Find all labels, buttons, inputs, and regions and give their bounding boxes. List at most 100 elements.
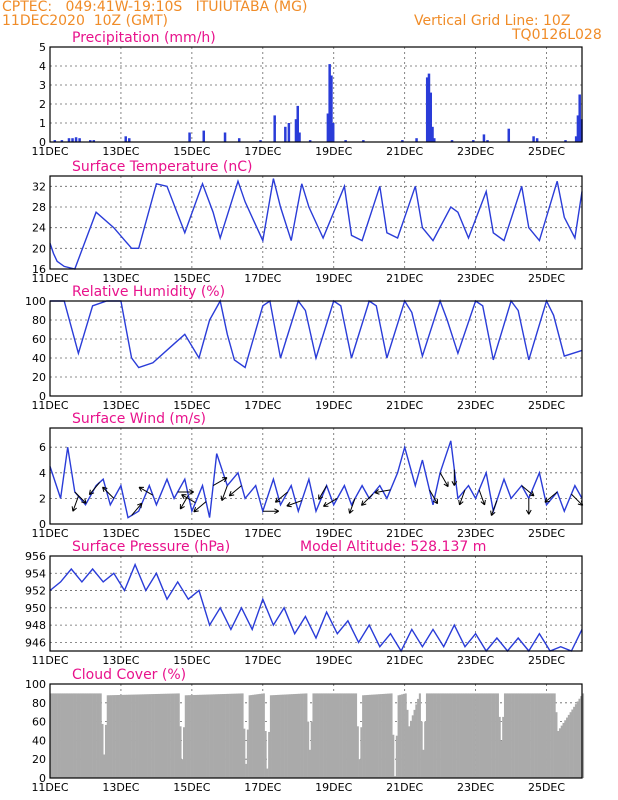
- cloud-cloud-col: [347, 693, 350, 778]
- wind-arrow: [318, 485, 328, 500]
- cloud-cloud-col: [582, 693, 585, 778]
- cloud-cloud-col: [62, 693, 65, 778]
- temp-xtick: 15DEC: [173, 272, 210, 285]
- cloud-cloud-col: [449, 693, 452, 778]
- cloud-cloud-col: [505, 693, 508, 778]
- cloud-cloud-col: [576, 701, 579, 778]
- wind-series-line: [49, 440, 583, 519]
- cloud-cloud-col: [103, 754, 106, 778]
- precip-bar: [296, 105, 299, 142]
- cloud-cloud-col: [284, 694, 287, 778]
- wind-arrow: [228, 485, 242, 497]
- cloud-cloud-col: [548, 693, 551, 778]
- cloud-cloud-col: [351, 693, 354, 778]
- precip-ytick: 5: [39, 41, 46, 54]
- cloud-cloud-col: [480, 693, 483, 778]
- cloud-cloud-col: [163, 693, 166, 778]
- cloud-cloud-col: [362, 695, 365, 778]
- cloud-cloud-col: [399, 694, 402, 778]
- cloud-cloud-col: [390, 693, 393, 778]
- pres-ytick: 956: [25, 550, 46, 563]
- temp-series-line: [49, 178, 583, 270]
- cloud-cloud-col: [60, 693, 63, 778]
- precip-bar: [401, 140, 404, 142]
- precip-bar: [284, 126, 287, 142]
- cloud-cloud-col: [74, 693, 77, 778]
- cloud-cloud-col: [262, 693, 265, 778]
- cloud-cloud-col: [486, 693, 489, 778]
- cloud-cloud-col: [488, 693, 491, 778]
- cloud-cloud-col: [498, 716, 501, 778]
- cloud-cloud-col: [181, 759, 184, 778]
- rh-series-line: [50, 298, 583, 369]
- wind-arrow: [193, 501, 207, 513]
- cloud-cloud-col: [355, 693, 358, 778]
- wind-arrow: [71, 496, 79, 512]
- cloud-cloud-col: [550, 693, 553, 778]
- precip-bar: [415, 138, 418, 142]
- cloud-cloud-col: [314, 693, 317, 778]
- cloud-cloud-col: [521, 693, 524, 778]
- cloud-cloud-col: [331, 693, 335, 778]
- rh-ytick: 80: [32, 314, 46, 327]
- precip-xtick: 13DEC: [102, 145, 139, 158]
- cloud-cloud-col: [287, 694, 290, 778]
- wind-arrow: [348, 498, 356, 514]
- cloud-cloud-col: [507, 693, 510, 778]
- cloud-cloud-col: [491, 693, 494, 778]
- precip-bar: [362, 140, 365, 142]
- cloud-cloud-col: [101, 723, 104, 778]
- cloud-cloud-col: [518, 693, 521, 778]
- precip-ytick: 0: [39, 136, 46, 149]
- wind-xtick: 25DEC: [528, 527, 565, 540]
- cloud-cloud-col: [259, 693, 262, 778]
- header-line1: CPTEC: 049:41W-19:10S ITUIUTABA (MG): [2, 0, 308, 15]
- cloud-cloud-col: [541, 693, 544, 778]
- cloud-cloud-col: [569, 712, 572, 778]
- cloud-cloud-col: [112, 695, 115, 778]
- wind-title: Surface Wind (m/s): [72, 411, 206, 427]
- precip-bar: [237, 138, 241, 142]
- cloud-cloud-col: [89, 693, 92, 778]
- cloud-cloud-col: [415, 704, 418, 778]
- cloud-cloud-col: [525, 693, 528, 778]
- cloud-cloud-col: [83, 693, 86, 778]
- precip-bar: [472, 140, 475, 142]
- cloud-cloud-col: [303, 693, 306, 778]
- cloud-cloud-col: [220, 694, 223, 778]
- cloud-cloud-col: [319, 693, 322, 778]
- cloud-cloud-col: [441, 693, 444, 778]
- cloud-cloud-col: [193, 694, 196, 778]
- cloud-cloud-col: [330, 693, 333, 778]
- precip-xtick: 23DEC: [457, 145, 494, 158]
- cloud-cloud-col: [323, 693, 326, 778]
- cloud-cloud-col: [340, 693, 343, 778]
- cloud-cloud-col: [409, 720, 413, 778]
- wind-xtick: 19DEC: [315, 527, 352, 540]
- cloud-cloud-col: [344, 693, 347, 778]
- cloud-cloud-col: [222, 694, 225, 778]
- precip-bar: [326, 113, 330, 142]
- cloud-cloud-col: [292, 694, 296, 778]
- cloud-cloud-col: [211, 694, 214, 778]
- cloud-cloud-col: [76, 693, 79, 778]
- cloud-cloud-col: [461, 693, 464, 778]
- cloud-cloud-col: [266, 768, 269, 778]
- precip-bar: [78, 138, 81, 142]
- cloud-xtick: 25DEC: [528, 781, 565, 794]
- cloud-cloud-col: [514, 693, 517, 778]
- wind-arrow: [262, 508, 280, 515]
- cloud-cloud-col: [376, 694, 379, 778]
- cloud-cloud-col: [142, 694, 145, 778]
- cloud-cloud-col: [402, 693, 405, 778]
- wind-arrow: [322, 497, 338, 507]
- cloud-cloud-col: [534, 693, 537, 778]
- cloud-cloud-col: [530, 693, 533, 778]
- cloud-cloud-col: [261, 693, 264, 778]
- cloud-cloud-col: [85, 693, 88, 778]
- temp-xtick: 23DEC: [457, 272, 494, 285]
- rh-ytick: 40: [32, 352, 46, 365]
- cloud-cloud-col: [464, 693, 468, 778]
- cloud-cloud-col: [110, 695, 113, 778]
